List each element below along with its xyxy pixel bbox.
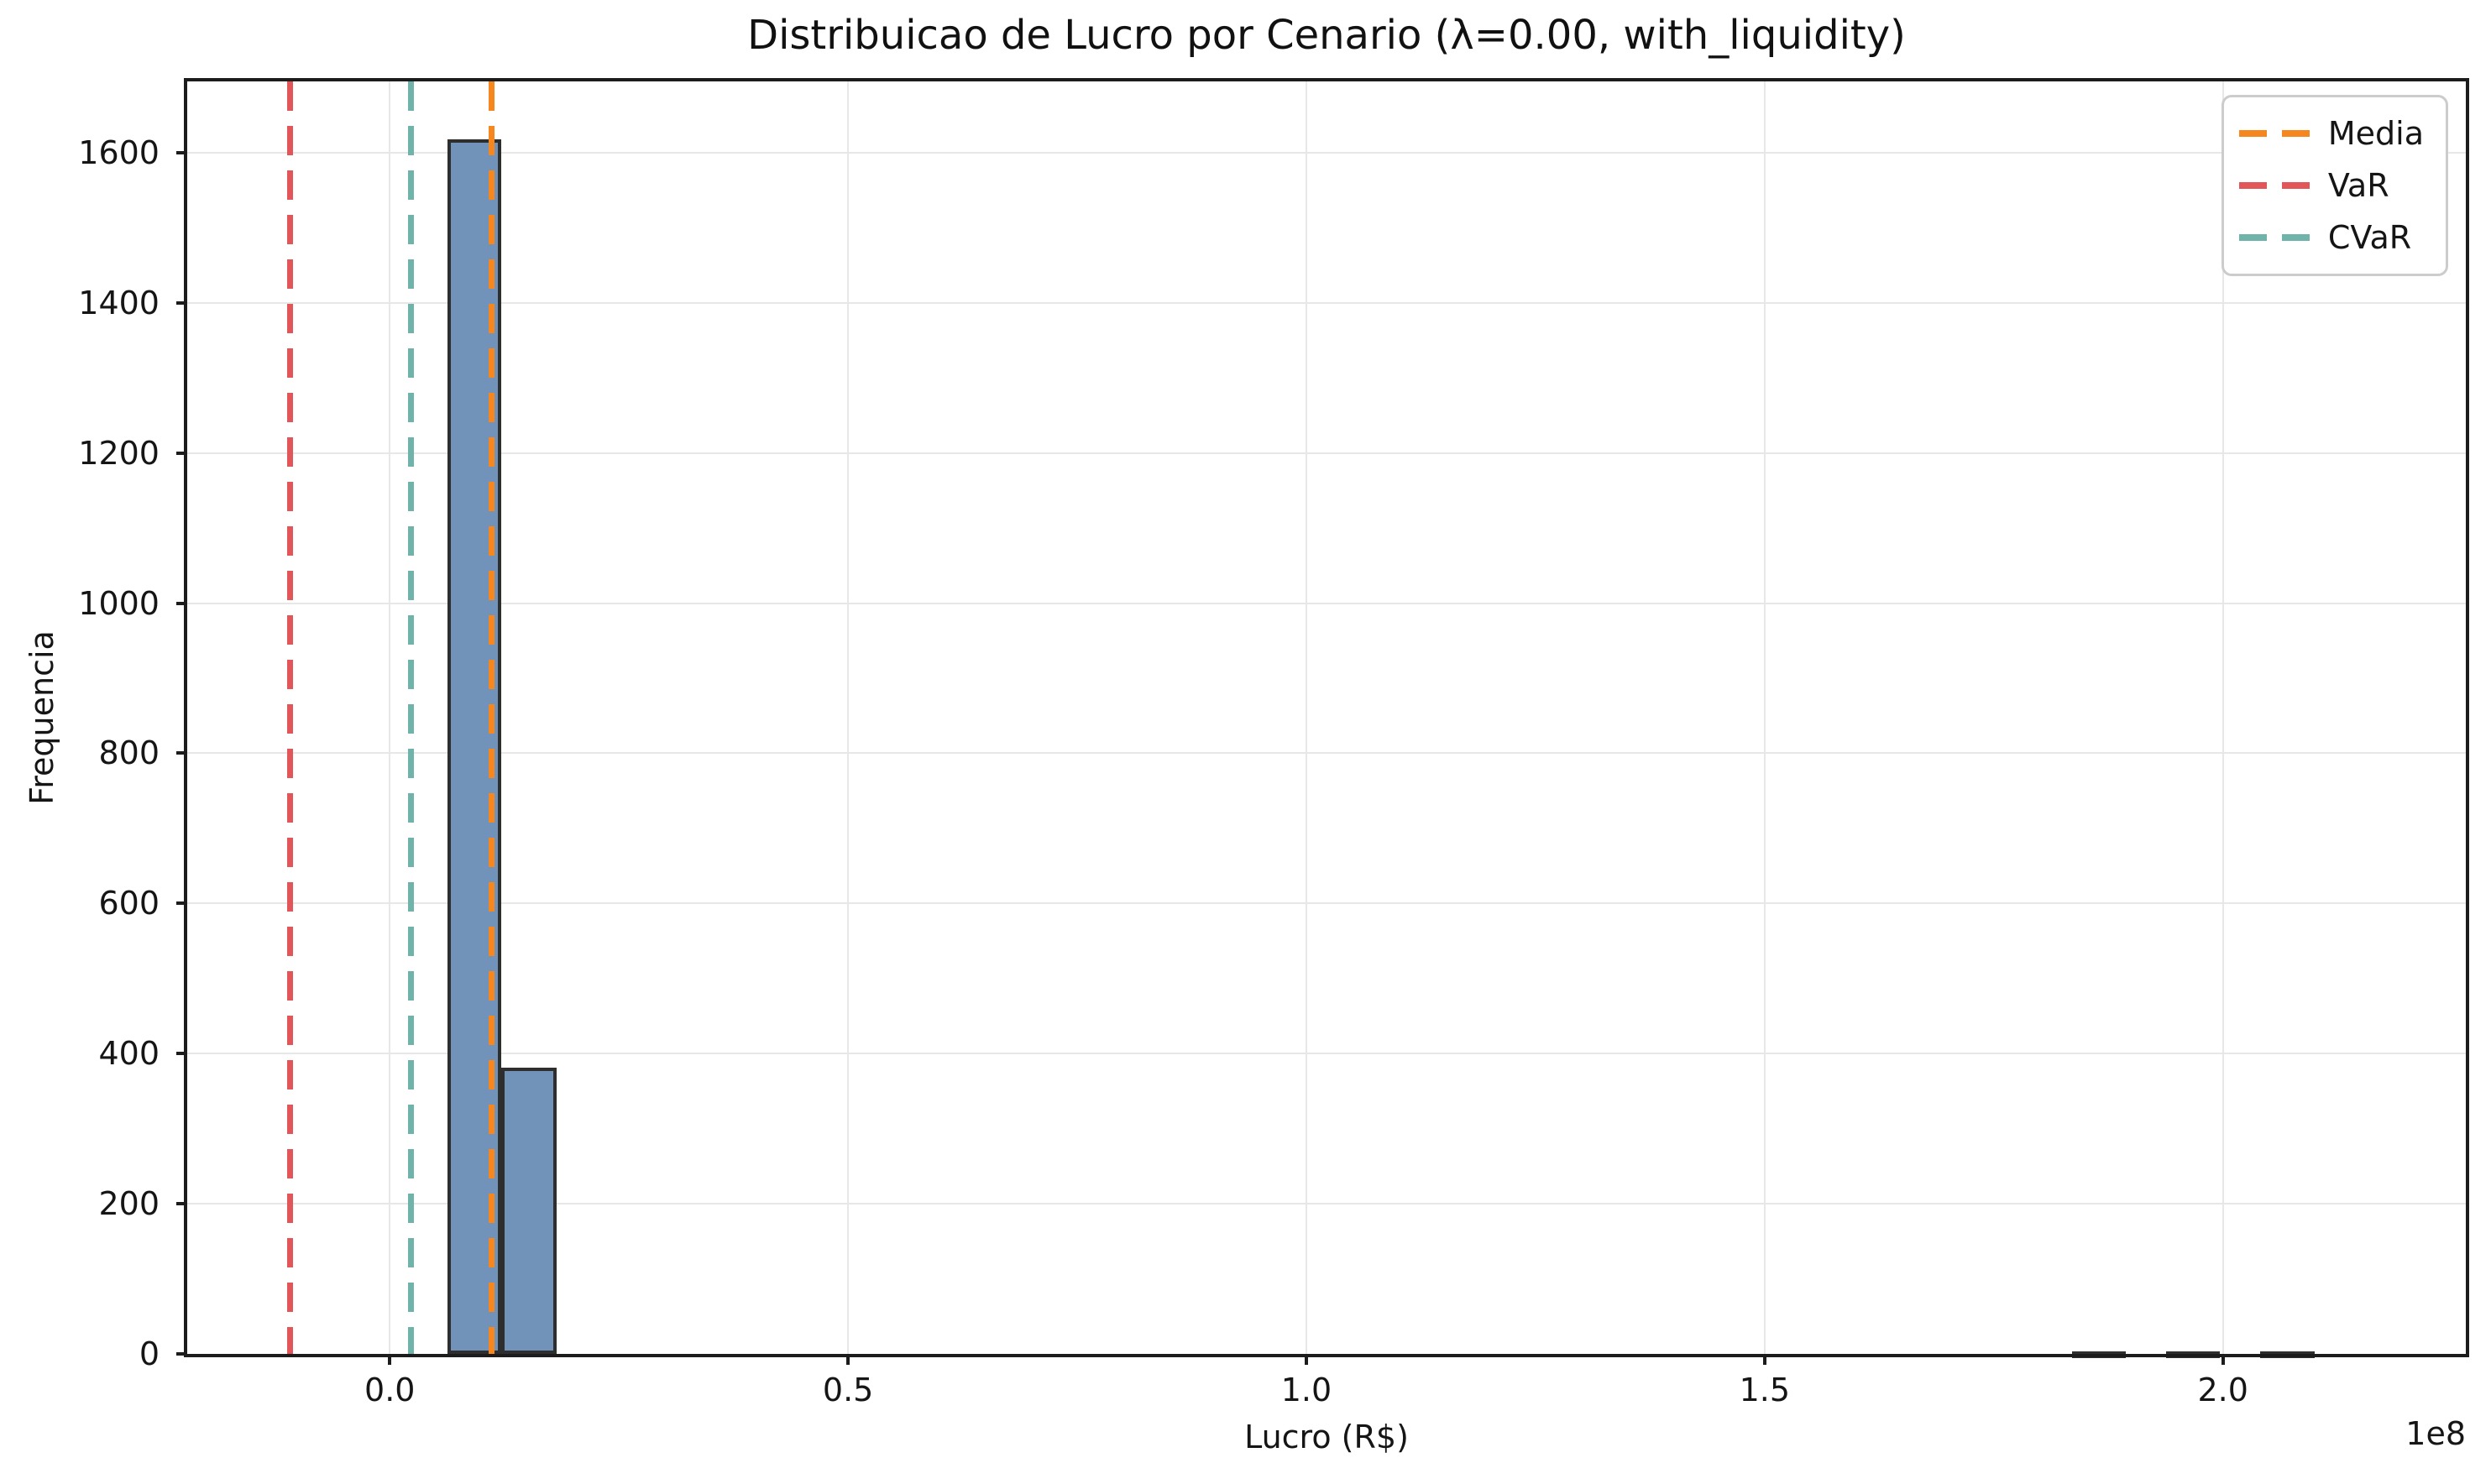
gridline-vertical: [2221, 81, 2224, 1354]
y-tick-mark: [176, 150, 187, 154]
x-tick-label: 1.5: [1739, 1372, 1791, 1408]
x-tick-label: 0.5: [822, 1372, 874, 1408]
x-tick-label: 1.0: [1280, 1372, 1332, 1408]
y-tick-mark: [176, 751, 187, 755]
y-tick-mark: [176, 1202, 187, 1206]
y-tick-mark: [176, 901, 187, 906]
y-tick-label: 800: [98, 734, 160, 772]
y-tick-mark: [176, 300, 187, 305]
plot-area: 0.0 0.5 1.0 1.5 2.0 0 200 400 600 800 1000 1200 1400…: [78, 78, 2469, 1408]
gridline-horizontal: [187, 452, 2466, 454]
y-tick-label: 200: [98, 1185, 160, 1223]
media-line: [488, 81, 495, 1354]
y-tick-mark: [176, 1052, 187, 1056]
histogram-bar: [2166, 1351, 2221, 1359]
gridline-horizontal: [187, 752, 2466, 755]
y-tick-label: 1200: [78, 434, 160, 472]
legend-label: Media: [2327, 115, 2424, 152]
y-tick-mark: [176, 1352, 187, 1356]
legend-dash-sample: [2238, 182, 2310, 189]
legend-entry: VaR: [2238, 159, 2424, 212]
gridline-horizontal: [187, 902, 2466, 905]
gridline-vertical: [1763, 81, 1766, 1354]
histogram-bar: [2260, 1351, 2315, 1359]
y-tick-label: 400: [98, 1035, 160, 1073]
x-axis-offset-text: 1e8: [2405, 1415, 2466, 1452]
y-tick-label: 600: [98, 885, 160, 922]
histogram-bar: [2071, 1351, 2126, 1359]
gridline-vertical: [389, 81, 391, 1354]
gridline-horizontal: [187, 1053, 2466, 1055]
y-tick-label: 1600: [78, 133, 160, 171]
x-tick-mark: [388, 1354, 392, 1365]
x-tick-mark: [2221, 1354, 2225, 1365]
legend-dash-sample: [2238, 234, 2310, 241]
ticks-layer: 0.0 0.5 1.0 1.5 2.0 0 200 400 600 800 1000 1200 1400…: [78, 81, 2466, 1408]
x-tick-mark: [1304, 1354, 1308, 1365]
vlines-layer: [187, 81, 2466, 1354]
y-tick-mark: [176, 601, 187, 605]
legend-dash-sample: [2238, 130, 2310, 137]
y-tick-label: 1000: [78, 584, 160, 622]
legend-entry: CVaR: [2238, 212, 2424, 264]
grid-layer: [187, 81, 2466, 1354]
x-tick-mark: [846, 1354, 850, 1365]
y-tick-mark: [176, 451, 187, 455]
legend-label: CVaR: [2327, 219, 2412, 256]
y-axis-label: Frequencia: [24, 630, 60, 805]
gridline-horizontal: [187, 301, 2466, 304]
legend-label: VaR: [2327, 167, 2389, 204]
x-tick-mark: [1762, 1354, 1766, 1365]
gridline-horizontal: [187, 1203, 2466, 1205]
x-tick-label: 0.0: [364, 1372, 416, 1408]
var-line: [286, 81, 293, 1354]
legend: Media VaR CVaR: [2221, 95, 2448, 276]
legend-entry: Media: [2238, 107, 2424, 159]
gridline-horizontal: [187, 602, 2466, 604]
y-tick-label: 1400: [78, 284, 160, 321]
histogram-bar: [501, 1068, 557, 1354]
gridline-horizontal: [187, 151, 2466, 154]
cvar-line: [407, 81, 414, 1354]
gridline-vertical: [847, 81, 850, 1354]
x-tick-label: 2.0: [2197, 1372, 2248, 1408]
y-tick-label: 0: [139, 1335, 160, 1372]
chart-title: Distribuicao de Lucro por Cenario (λ=0.0…: [747, 12, 1906, 59]
x-axis-label: Lucro (R$): [1244, 1419, 1409, 1455]
gridline-vertical: [1305, 81, 1307, 1354]
